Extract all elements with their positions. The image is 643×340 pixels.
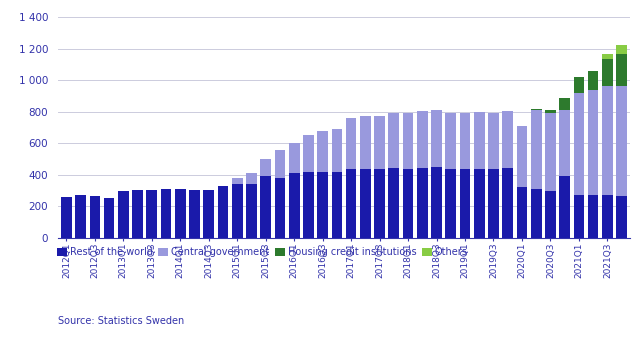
- Bar: [559, 98, 570, 110]
- Bar: [602, 195, 613, 238]
- Bar: [317, 132, 328, 172]
- Bar: [616, 54, 627, 86]
- Bar: [118, 191, 129, 238]
- Bar: [332, 129, 342, 172]
- Bar: [189, 190, 200, 238]
- Bar: [104, 198, 114, 238]
- Bar: [360, 169, 371, 238]
- Bar: [147, 190, 157, 238]
- Bar: [559, 110, 570, 176]
- Bar: [531, 189, 541, 238]
- Bar: [317, 172, 328, 238]
- Bar: [346, 169, 356, 238]
- Bar: [374, 116, 385, 169]
- Bar: [175, 189, 186, 238]
- Bar: [588, 71, 599, 90]
- Bar: [474, 112, 485, 169]
- Bar: [488, 113, 499, 169]
- Bar: [260, 176, 271, 238]
- Bar: [516, 126, 527, 187]
- Bar: [332, 172, 342, 238]
- Bar: [616, 196, 627, 238]
- Bar: [388, 168, 399, 238]
- Bar: [616, 46, 627, 54]
- Bar: [545, 191, 556, 238]
- Bar: [218, 186, 228, 238]
- Bar: [232, 184, 242, 238]
- Bar: [275, 178, 285, 238]
- Bar: [417, 111, 428, 168]
- Bar: [516, 187, 527, 238]
- Bar: [232, 178, 242, 184]
- Bar: [502, 168, 513, 238]
- Bar: [588, 195, 599, 238]
- Bar: [303, 172, 314, 238]
- Bar: [446, 113, 456, 169]
- Bar: [431, 110, 442, 167]
- Bar: [203, 190, 214, 238]
- Bar: [602, 54, 613, 59]
- Bar: [474, 169, 485, 238]
- Bar: [289, 143, 300, 173]
- Bar: [61, 197, 72, 238]
- Bar: [403, 113, 413, 169]
- Bar: [246, 173, 257, 184]
- Bar: [431, 167, 442, 238]
- Bar: [488, 169, 499, 238]
- Bar: [588, 90, 599, 196]
- Bar: [417, 168, 428, 238]
- Bar: [460, 113, 470, 169]
- Bar: [89, 196, 100, 238]
- Bar: [574, 195, 584, 238]
- Bar: [602, 59, 613, 86]
- Bar: [75, 195, 86, 238]
- Bar: [289, 173, 300, 238]
- Bar: [502, 111, 513, 168]
- Bar: [574, 77, 584, 93]
- Bar: [602, 86, 613, 196]
- Bar: [374, 169, 385, 238]
- Bar: [446, 169, 456, 238]
- Bar: [545, 113, 556, 191]
- Bar: [559, 176, 570, 238]
- Legend: Rest of the world, Central government, Housing credit institutions, Others: Rest of the world, Central government, H…: [57, 247, 468, 257]
- Bar: [132, 190, 143, 238]
- Bar: [388, 113, 399, 168]
- Bar: [260, 159, 271, 176]
- Bar: [574, 93, 584, 196]
- Bar: [616, 86, 627, 196]
- Bar: [460, 169, 470, 238]
- Bar: [303, 135, 314, 172]
- Bar: [403, 169, 413, 238]
- Bar: [246, 184, 257, 238]
- Bar: [360, 116, 371, 169]
- Bar: [346, 118, 356, 169]
- Bar: [161, 189, 172, 238]
- Bar: [545, 110, 556, 113]
- Text: Source: Statistics Sweden: Source: Statistics Sweden: [58, 317, 184, 326]
- Bar: [531, 110, 541, 189]
- Bar: [531, 108, 541, 110]
- Bar: [275, 150, 285, 178]
